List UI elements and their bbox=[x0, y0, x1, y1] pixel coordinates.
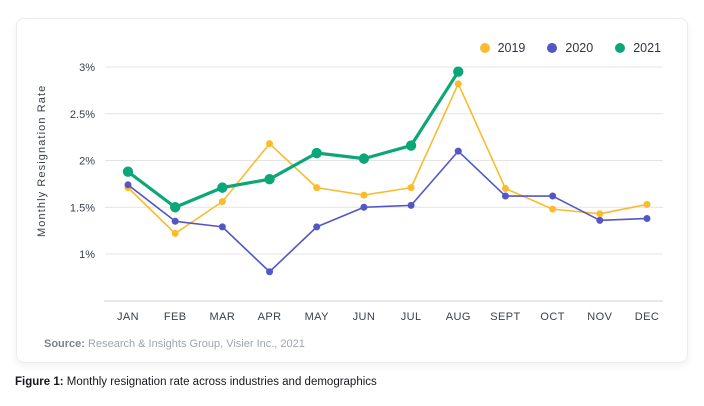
data-point-2020-JAN bbox=[124, 181, 132, 189]
data-point-2020-FEB bbox=[171, 217, 179, 225]
data-point-2019-MAY bbox=[313, 184, 321, 192]
data-point-2020-JUL bbox=[407, 201, 415, 209]
x-tick-MAR: MAR bbox=[210, 311, 236, 323]
data-point-2021-MAY bbox=[311, 147, 322, 159]
x-tick-NOV: NOV bbox=[587, 311, 612, 323]
x-tick-APR: APR bbox=[258, 311, 282, 323]
legend-label-2021: 2021 bbox=[633, 41, 661, 55]
x-tick-OCT: OCT bbox=[540, 311, 564, 323]
legend-label-2019: 2019 bbox=[497, 41, 526, 55]
series-line-2019 bbox=[127, 83, 648, 235]
y-tick-3%: 3% bbox=[79, 62, 95, 74]
data-point-2020-MAR bbox=[218, 223, 226, 231]
data-point-2020-DEC bbox=[643, 214, 651, 222]
source-label: Source: bbox=[44, 338, 85, 350]
legend-label-2020: 2020 bbox=[565, 41, 594, 55]
legend-dot-2021-icon bbox=[615, 43, 626, 53]
data-point-2021-APR bbox=[264, 174, 275, 185]
legend-item-2019: 2019 bbox=[479, 41, 526, 55]
data-point-2019-SEPT bbox=[501, 185, 509, 193]
series-line-2020 bbox=[127, 150, 648, 273]
data-point-2021-JAN bbox=[122, 166, 134, 177]
data-point-2021-JUL bbox=[405, 140, 417, 151]
data-point-2019-MAR bbox=[218, 198, 226, 206]
data-point-2021-AUG bbox=[453, 66, 464, 77]
y-tick-2.5%: 2.5% bbox=[70, 109, 95, 121]
x-tick-DEC: DEC bbox=[635, 311, 659, 323]
data-point-2020-APR bbox=[266, 268, 274, 276]
resignation-rate-line-chart: 3% 2.5% 2% 1.5% 1% JAN FEB MAR APR MAY JUN JUL AUG SE… bbox=[70, 62, 663, 323]
data-point-2021-JUN bbox=[358, 153, 370, 164]
legend-dot-2020-icon bbox=[547, 43, 558, 53]
source-text: Research & Insights Group, Visier Inc., … bbox=[84, 338, 305, 350]
chart-legend: 2019 2020 2021 bbox=[479, 41, 661, 55]
data-point-2019-AUG bbox=[454, 80, 462, 88]
figure-caption-text: Monthly resignation rate across industri… bbox=[63, 376, 377, 388]
data-point-2021-MAR bbox=[217, 182, 228, 193]
data-point-2021-FEB bbox=[169, 202, 181, 213]
data-point-2020-AUG bbox=[454, 147, 462, 155]
x-tick-JUN: JUN bbox=[353, 311, 376, 323]
x-tick-FEB: FEB bbox=[164, 311, 187, 323]
legend-item-2021: 2021 bbox=[615, 41, 661, 55]
figure-caption: Figure 1: Monthly resignation rate acros… bbox=[15, 376, 377, 388]
data-point-2020-OCT bbox=[549, 192, 557, 200]
chart-panel: 3% 2.5% 2% 1.5% 1% JAN FEB MAR APR MAY JUN JUL AUG SE… bbox=[16, 18, 688, 363]
legend-dot-2019-icon bbox=[479, 43, 490, 53]
data-point-2019-JUL bbox=[407, 184, 415, 192]
series-line-2021 bbox=[126, 70, 460, 209]
y-axis-title: Monthly Resignation Rate bbox=[36, 84, 48, 238]
data-point-2019-OCT bbox=[549, 205, 557, 213]
data-point-2020-MAY bbox=[313, 223, 321, 231]
data-point-2019-NOV bbox=[596, 210, 604, 218]
x-tick-MAY: MAY bbox=[305, 311, 329, 323]
data-point-2020-SEPT bbox=[501, 192, 509, 200]
figure-caption-label: Figure 1: bbox=[15, 376, 64, 388]
x-tick-AUG: AUG bbox=[446, 311, 471, 323]
data-point-2019-FEB bbox=[171, 229, 179, 237]
y-tick-1%: 1% bbox=[79, 249, 95, 261]
x-tick-JAN: JAN bbox=[117, 311, 139, 323]
x-tick-SEPT: SEPT bbox=[490, 311, 520, 323]
y-tick-1.5%: 1.5% bbox=[70, 202, 95, 214]
data-point-2020-JUN bbox=[360, 203, 368, 211]
data-point-2019-APR bbox=[266, 140, 274, 148]
data-point-2019-JUN bbox=[360, 191, 368, 199]
data-point-2020-NOV bbox=[596, 216, 604, 224]
data-point-2019-DEC bbox=[643, 200, 651, 208]
legend-item-2020: 2020 bbox=[547, 41, 593, 55]
x-tick-JUL: JUL bbox=[401, 311, 422, 323]
source-line: Source: Research & Insights Group, Visie… bbox=[44, 338, 305, 350]
y-tick-2%: 2% bbox=[79, 156, 95, 168]
